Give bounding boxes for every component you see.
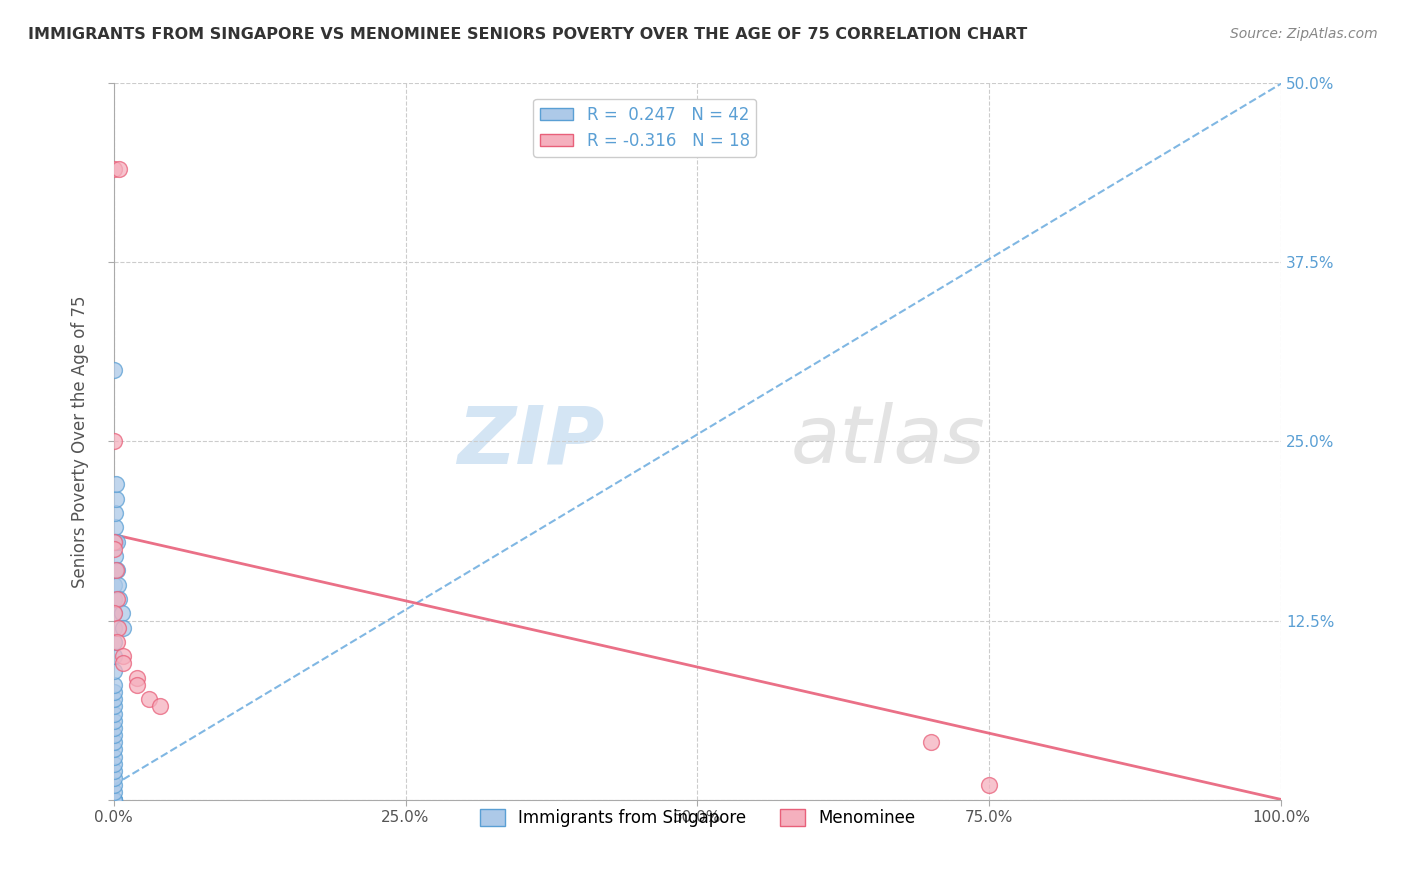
Point [103,756,125,771]
Point [104,563,127,577]
Point [979,778,1001,792]
Text: atlas: atlas [792,402,986,481]
Point [103,678,125,692]
Point [103,714,125,728]
Point [103,721,125,735]
Point [103,764,125,778]
Point [103,792,125,806]
Point [103,434,125,449]
Point [103,649,125,664]
Legend: Immigrants from Singapore, Menominee: Immigrants from Singapore, Menominee [474,803,922,834]
Point [149,699,172,714]
Point [103,592,125,607]
Y-axis label: Seniors Poverty Over the Age of 75: Seniors Poverty Over the Age of 75 [72,295,89,588]
Point [103,699,125,714]
Point [104,520,127,534]
Point [103,635,125,649]
Point [111,657,134,671]
Point [103,792,125,806]
Point [103,771,125,785]
Point [103,664,125,678]
Point [105,534,128,549]
Point [105,592,128,607]
Point [103,607,125,621]
Point [103,577,125,591]
Point [111,607,134,621]
Point [111,621,134,635]
Point [108,162,131,177]
Point [104,534,127,549]
Point [103,749,125,764]
Point [103,541,125,556]
Point [103,792,125,806]
Point [107,577,129,591]
Point [103,621,125,635]
Point [103,363,125,377]
Point [103,728,125,742]
Point [103,607,125,621]
Point [108,592,131,607]
Point [104,549,127,563]
Text: ZIP: ZIP [457,402,605,481]
Point [103,792,125,806]
Point [103,534,125,549]
Point [105,635,128,649]
Point [103,735,125,749]
Point [111,649,134,664]
Point [105,563,128,577]
Point [138,692,160,706]
Point [104,506,127,520]
Point [104,477,127,491]
Point [103,692,125,706]
Point [103,706,125,721]
Text: Source: ZipAtlas.com: Source: ZipAtlas.com [1230,27,1378,41]
Point [103,792,125,806]
Point [103,742,125,756]
Point [104,563,127,577]
Text: IMMIGRANTS FROM SINGAPORE VS MENOMINEE SENIORS POVERTY OVER THE AGE OF 75 CORREL: IMMIGRANTS FROM SINGAPORE VS MENOMINEE S… [28,27,1028,42]
Point [107,621,129,635]
Point [125,671,148,685]
Point [103,778,125,792]
Point [104,491,127,506]
Point [125,678,148,692]
Point [920,735,942,749]
Point [103,685,125,699]
Point [103,162,125,177]
Point [103,785,125,799]
